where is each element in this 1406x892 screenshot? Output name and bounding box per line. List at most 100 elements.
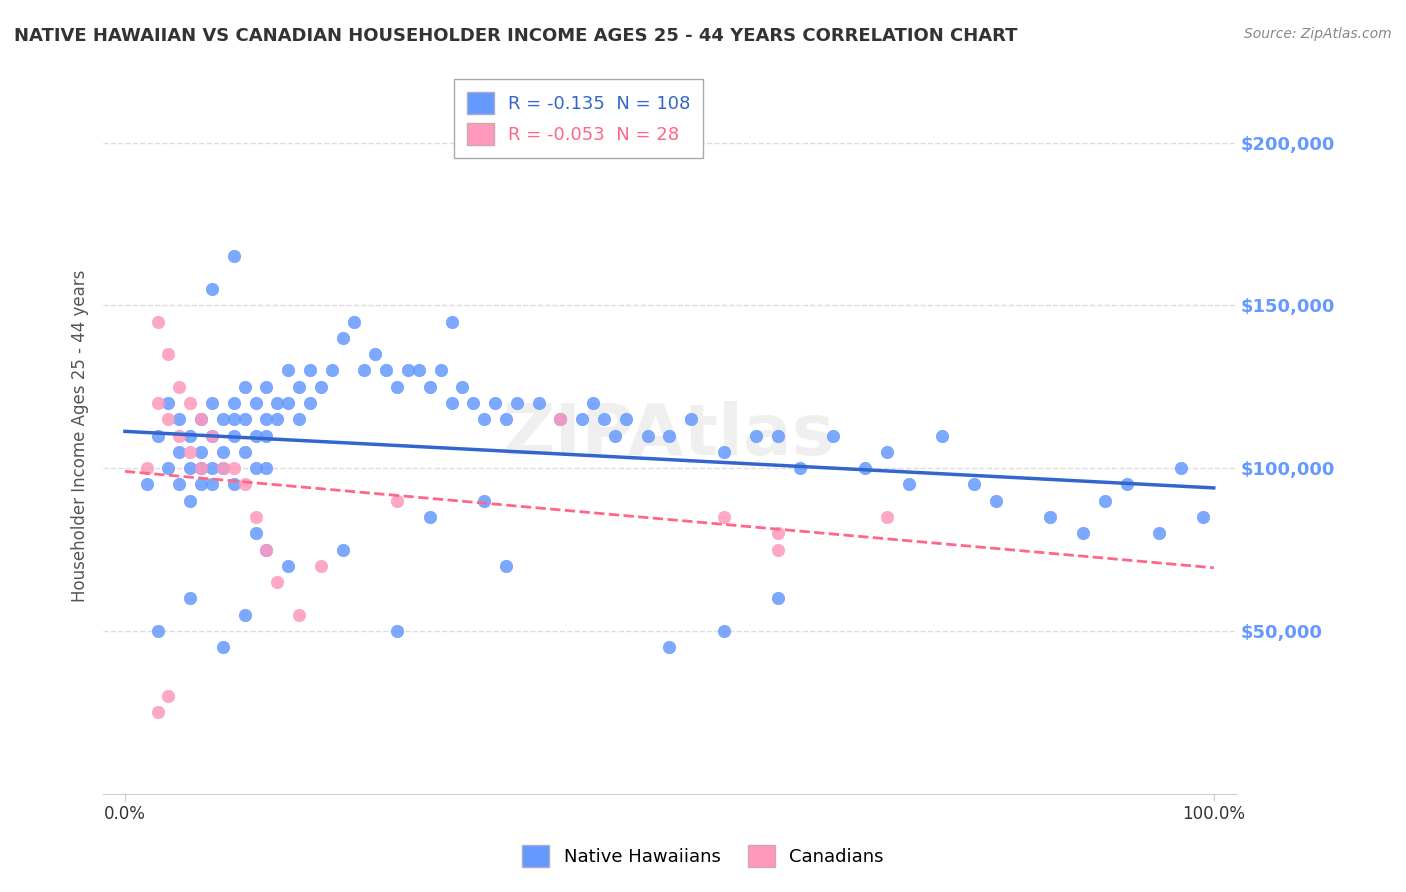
Point — [233, 380, 256, 394]
Point — [495, 412, 517, 426]
Point — [766, 526, 789, 541]
Point — [472, 493, 495, 508]
Point — [190, 461, 212, 475]
Point — [179, 493, 201, 508]
Point — [853, 461, 876, 475]
Point — [146, 396, 169, 410]
Legend: Native Hawaiians, Canadians: Native Hawaiians, Canadians — [515, 838, 891, 874]
Point — [1039, 510, 1062, 524]
Point — [222, 412, 245, 426]
Point — [233, 445, 256, 459]
Point — [876, 445, 898, 459]
Point — [256, 461, 278, 475]
Point — [1192, 510, 1215, 524]
Point — [876, 510, 898, 524]
Point — [157, 689, 180, 703]
Point — [212, 445, 235, 459]
Point — [984, 493, 1007, 508]
Point — [789, 461, 811, 475]
Point — [169, 412, 191, 426]
Point — [266, 412, 288, 426]
Point — [495, 558, 517, 573]
Point — [201, 461, 224, 475]
Point — [222, 477, 245, 491]
Point — [440, 315, 463, 329]
Point — [1071, 526, 1094, 541]
Point — [233, 477, 256, 491]
Point — [484, 396, 506, 410]
Point — [963, 477, 986, 491]
Point — [288, 380, 311, 394]
Point — [146, 428, 169, 442]
Point — [821, 428, 844, 442]
Point — [201, 396, 224, 410]
Point — [527, 396, 550, 410]
Point — [342, 315, 364, 329]
Point — [179, 591, 201, 606]
Point — [309, 380, 332, 394]
Point — [637, 428, 659, 442]
Point — [472, 412, 495, 426]
Point — [277, 363, 299, 377]
Point — [419, 510, 441, 524]
Point — [190, 477, 212, 491]
Point — [658, 640, 681, 655]
Point — [288, 607, 311, 622]
Point — [408, 363, 430, 377]
Text: NATIVE HAWAIIAN VS CANADIAN HOUSEHOLDER INCOME AGES 25 - 44 YEARS CORRELATION CH: NATIVE HAWAIIAN VS CANADIAN HOUSEHOLDER … — [14, 27, 1018, 45]
Point — [212, 412, 235, 426]
Point — [353, 363, 375, 377]
Point — [222, 428, 245, 442]
Text: ZIPAtlas: ZIPAtlas — [503, 401, 835, 470]
Point — [745, 428, 768, 442]
Point — [332, 542, 354, 557]
Point — [245, 526, 267, 541]
Point — [212, 461, 235, 475]
Point — [245, 510, 267, 524]
Point — [713, 510, 735, 524]
Point — [256, 380, 278, 394]
Point — [169, 477, 191, 491]
Point — [1094, 493, 1116, 508]
Point — [222, 396, 245, 410]
Point — [766, 542, 789, 557]
Point — [179, 428, 201, 442]
Point — [169, 445, 191, 459]
Point — [169, 428, 191, 442]
Point — [245, 428, 267, 442]
Point — [179, 445, 201, 459]
Point — [190, 461, 212, 475]
Point — [256, 542, 278, 557]
Point — [245, 461, 267, 475]
Point — [190, 445, 212, 459]
Point — [506, 396, 529, 410]
Point — [179, 461, 201, 475]
Point — [658, 428, 681, 442]
Point — [364, 347, 387, 361]
Point — [451, 380, 474, 394]
Point — [169, 380, 191, 394]
Point — [233, 607, 256, 622]
Point — [1149, 526, 1171, 541]
Point — [233, 412, 256, 426]
Point — [201, 428, 224, 442]
Point — [212, 640, 235, 655]
Point — [146, 706, 169, 720]
Point — [157, 347, 180, 361]
Point — [135, 461, 157, 475]
Point — [1170, 461, 1192, 475]
Point — [256, 542, 278, 557]
Point — [309, 558, 332, 573]
Point — [245, 396, 267, 410]
Point — [256, 412, 278, 426]
Point — [385, 493, 408, 508]
Point — [201, 428, 224, 442]
Point — [201, 282, 224, 296]
Point — [135, 477, 157, 491]
Point — [931, 428, 953, 442]
Point — [222, 250, 245, 264]
Text: Source: ZipAtlas.com: Source: ZipAtlas.com — [1244, 27, 1392, 41]
Point — [157, 396, 180, 410]
Point — [550, 412, 572, 426]
Point — [321, 363, 343, 377]
